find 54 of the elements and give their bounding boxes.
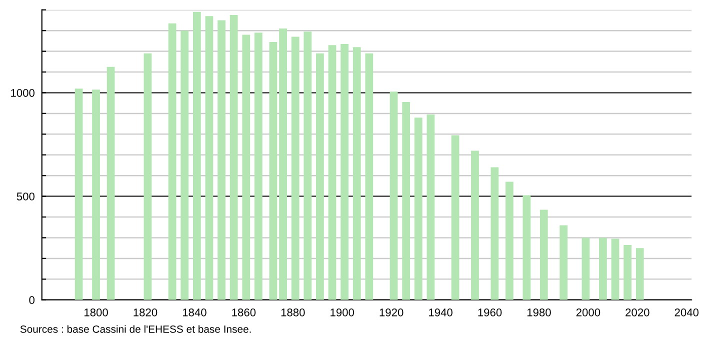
bar: [540, 210, 548, 300]
bar: [291, 36, 300, 300]
bar: [611, 238, 620, 300]
bar: [471, 150, 479, 300]
bar: [218, 20, 226, 300]
bar: [74, 88, 83, 300]
bar: [402, 102, 410, 300]
source-note: Sources : base Cassini de l'EHESS et base Insee.: [20, 325, 251, 333]
bar: [624, 244, 632, 300]
y-tick-label: 1000: [11, 88, 35, 97]
bar: [414, 118, 422, 300]
bar: [279, 28, 287, 300]
bar: [599, 238, 607, 300]
bar: [180, 30, 189, 300]
x-tick-label: 2000: [576, 308, 600, 316]
x-tick-label: 1860: [232, 308, 256, 316]
x-tick-label: 1920: [380, 308, 404, 316]
x-tick-label: 1820: [134, 308, 158, 316]
bar: [242, 34, 250, 300]
bar: [582, 238, 590, 300]
bar: [365, 53, 374, 300]
bar: [269, 42, 278, 300]
bar: [205, 16, 214, 300]
bar: [636, 248, 644, 300]
bar: [254, 32, 262, 300]
x-tick-label: 1960: [478, 308, 502, 316]
x-tick-label: 1900: [330, 308, 354, 316]
bar: [522, 195, 531, 300]
bar: [340, 44, 349, 300]
bar: [451, 135, 460, 300]
bar: [168, 23, 176, 300]
bar: [304, 32, 312, 300]
bar: [106, 66, 115, 300]
bar: [390, 92, 398, 300]
bar: [560, 225, 568, 300]
x-tick-label: 1940: [429, 308, 452, 316]
bar: [352, 47, 361, 300]
x-tick-label: 1880: [281, 308, 305, 316]
bar: [192, 12, 201, 300]
bar: [144, 53, 152, 300]
bar: [92, 90, 100, 300]
y-tick-label: 0: [29, 296, 35, 304]
x-tick-label: 2020: [626, 308, 650, 316]
y-tick-label: 500: [16, 192, 35, 200]
x-tick-label: 1840: [182, 308, 206, 316]
x-tick-label: 2040: [674, 308, 699, 316]
x-tick-label: 1800: [84, 308, 108, 316]
bar: [328, 45, 336, 300]
bar: [230, 15, 238, 300]
bar: [490, 167, 499, 300]
bar: [316, 53, 324, 300]
x-tick-label: 1980: [527, 308, 551, 316]
bar: [506, 182, 514, 300]
bar: [426, 114, 435, 300]
